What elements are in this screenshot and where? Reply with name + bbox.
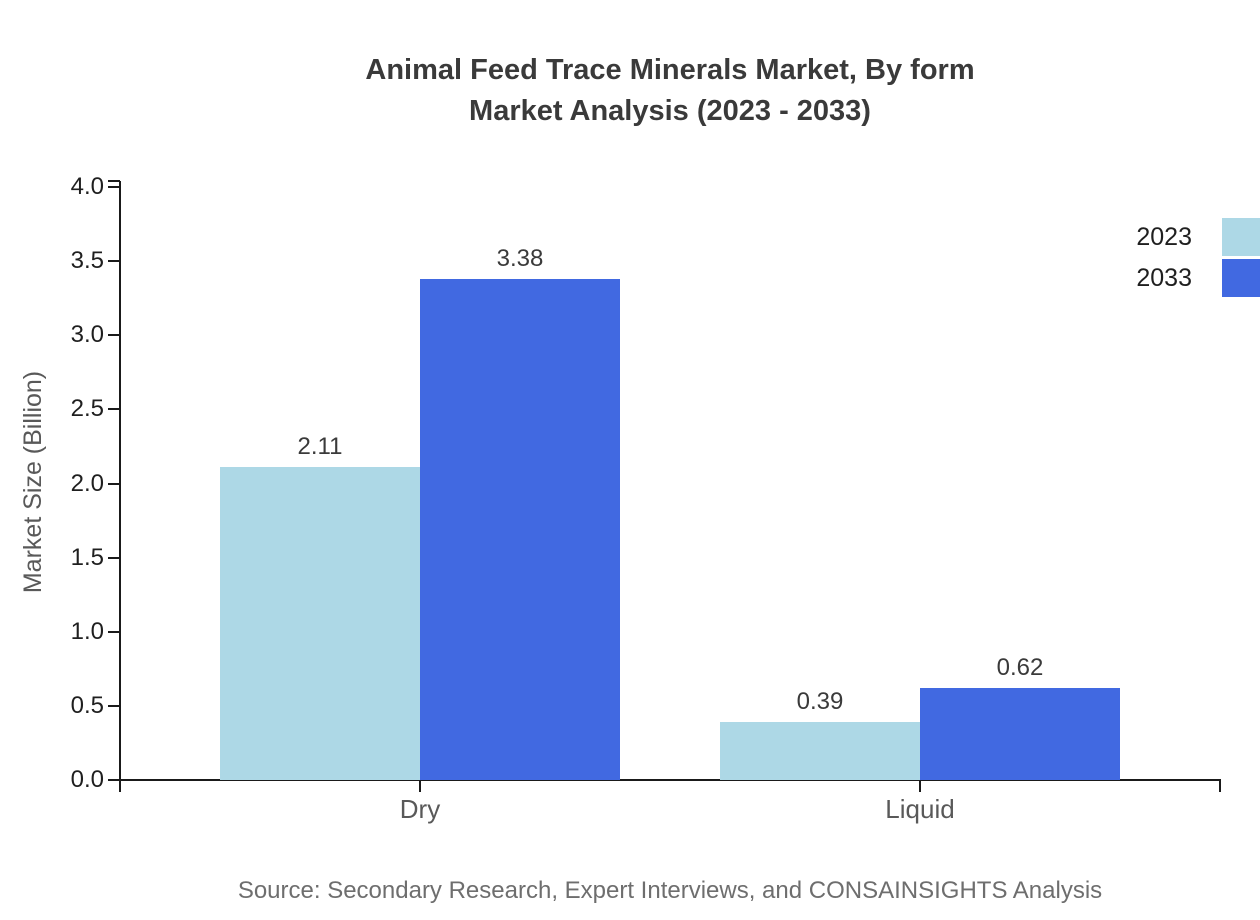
y-tick-mark-3.5 xyxy=(108,260,120,262)
y-tick-mark-0.0 xyxy=(108,779,120,781)
y-axis-spine xyxy=(119,181,121,792)
legend-label-2033: 2033 xyxy=(1136,263,1192,292)
y-tick-label-0.0: 0.0 xyxy=(70,766,104,793)
legend-swatch-2023 xyxy=(1222,218,1260,256)
x-tick-label-dry: Dry xyxy=(399,794,441,824)
bar-liquid-2033 xyxy=(920,688,1120,780)
x-tick-label-liquid: Liquid xyxy=(885,794,955,824)
chart-title: Animal Feed Trace Minerals Market, By fo… xyxy=(80,50,1260,132)
x-axis-line xyxy=(119,779,1221,781)
y-tick-label-4.0: 4.0 xyxy=(70,173,104,200)
value-label-dry-2023: 2.11 xyxy=(297,433,343,461)
bar-dry-2023 xyxy=(220,467,420,780)
bar-liquid-2023 xyxy=(720,722,920,780)
y-tick-label-1.0: 1.0 xyxy=(70,618,104,645)
value-label-liquid-2033: 0.62 xyxy=(996,654,1044,682)
y-tick-label-2.5: 2.5 xyxy=(70,395,104,422)
x-tick-mark-liquid xyxy=(919,781,921,792)
legend: 2023 2033 xyxy=(1112,218,1260,297)
y-tick-mark-0.5 xyxy=(108,705,120,707)
chart-title-line1: Animal Feed Trace Minerals Market, By fo… xyxy=(365,54,975,86)
y-tick-label-0.5: 0.5 xyxy=(70,692,104,719)
bar-dry-2033 xyxy=(420,278,620,780)
source-text: Source: Secondary Research, Expert Inter… xyxy=(237,877,1103,904)
y-tick-mark-4.0 xyxy=(108,186,120,188)
value-label-dry-2033: 3.38 xyxy=(496,244,544,272)
y-axis-top-cap xyxy=(108,180,120,182)
x-tick-mark-dry xyxy=(419,781,421,792)
y-tick-label-2.0: 2.0 xyxy=(70,470,104,497)
y-tick-mark-3.0 xyxy=(108,334,120,336)
legend-swatch-2033 xyxy=(1222,259,1260,297)
x-axis-end-cap xyxy=(1219,780,1221,792)
value-label-liquid-2023: 0.39 xyxy=(796,688,844,716)
y-tick-mark-2.0 xyxy=(108,483,120,485)
legend-item-2033: 2033 xyxy=(1112,259,1260,297)
y-tick-mark-2.5 xyxy=(108,408,120,410)
y-tick-label-1.5: 1.5 xyxy=(70,544,104,571)
chart-title-line2: Market Analysis (2023 - 2033) xyxy=(469,95,871,127)
y-tick-label-3.5: 3.5 xyxy=(70,247,104,274)
y-tick-mark-1.0 xyxy=(108,631,120,633)
legend-item-2023: 2023 xyxy=(1112,218,1260,256)
legend-label-2023: 2023 xyxy=(1136,222,1192,251)
y-tick-mark-1.5 xyxy=(108,557,120,559)
y-tick-label-3.0: 3.0 xyxy=(70,321,104,348)
